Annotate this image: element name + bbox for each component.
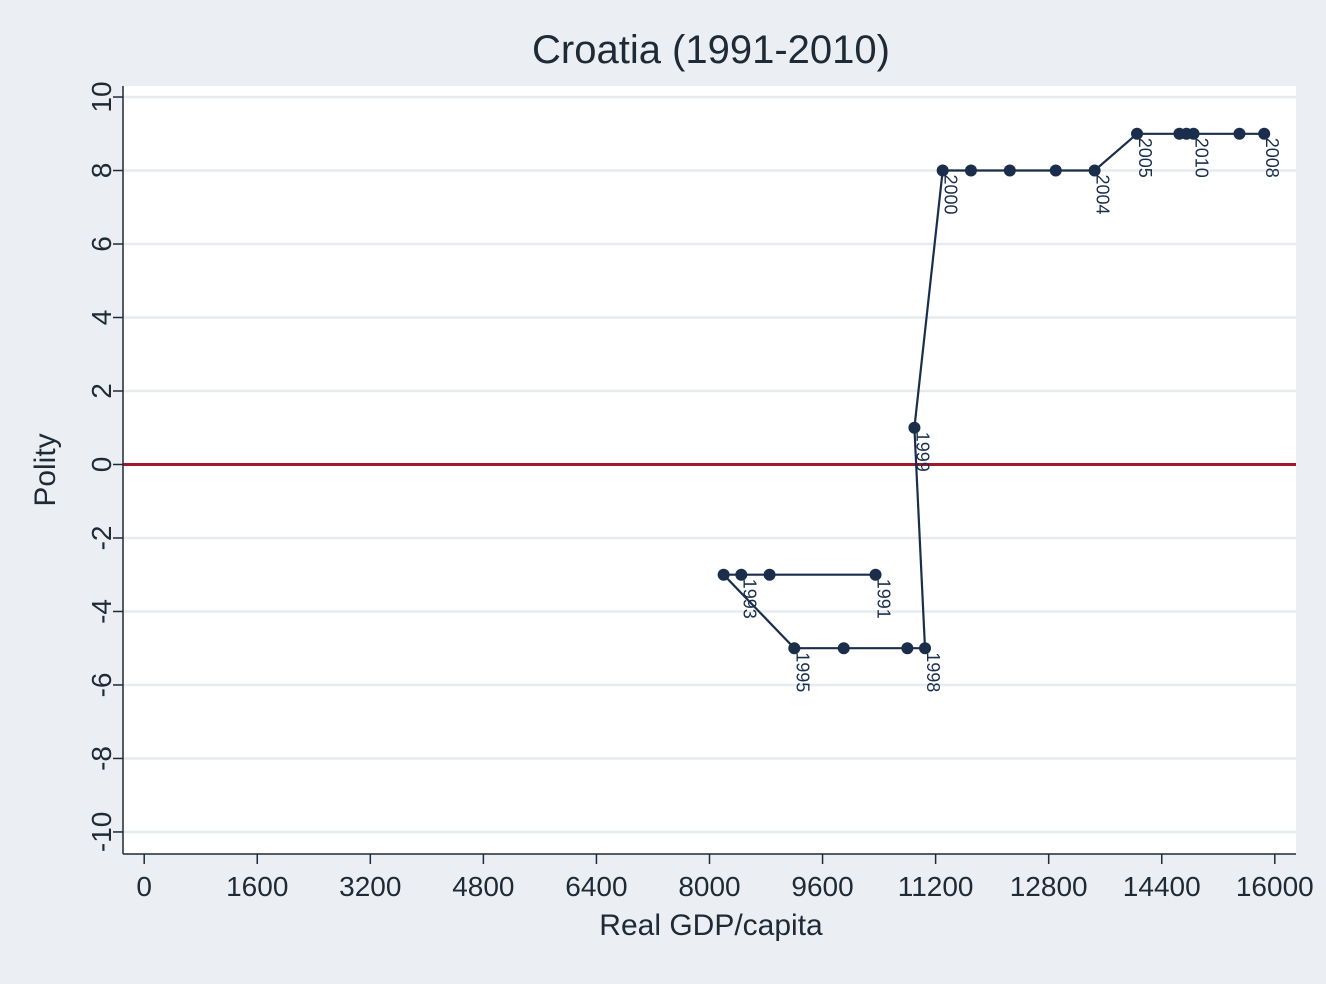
- data-point-16: [1233, 127, 1246, 140]
- x-tick-label-6: 9600: [791, 871, 853, 902]
- x-axis-label: Real GDP/capita: [599, 909, 823, 942]
- point-label-1998: 1998: [923, 652, 943, 692]
- data-point-5: [837, 642, 850, 655]
- y-tick-label-6: 2: [86, 383, 117, 399]
- x-tick-label-10: 16000: [1236, 871, 1314, 902]
- x-tick-label-8: 12800: [1010, 871, 1088, 902]
- data-point-1: [763, 568, 776, 581]
- data-point-2: [735, 568, 748, 581]
- x-tick-label-5: 8000: [678, 871, 740, 902]
- data-point-7: [919, 642, 932, 655]
- point-label-2005: 2005: [1135, 138, 1155, 178]
- data-point-9: [936, 164, 949, 177]
- data-point-4: [788, 642, 801, 655]
- y-tick-label-10: 10: [86, 81, 117, 112]
- point-labels: 1991 1993 1995 1998 1999 2000 2004 2005 2008 2010: [739, 138, 1282, 692]
- x-tick-label-3: 4800: [452, 871, 514, 902]
- x-tick-label-2: 3200: [339, 871, 401, 902]
- data-point-0: [869, 568, 882, 581]
- y-tick-label-9: 8: [86, 163, 117, 179]
- point-label-2010: 2010: [1192, 138, 1212, 178]
- gridlines: [123, 95, 1296, 834]
- chart-title: Croatia (1991-2010): [532, 28, 890, 72]
- data-point-12: [1049, 164, 1062, 177]
- y-tick-label-3: -4: [86, 599, 117, 624]
- point-label-1999: 1999: [912, 432, 932, 472]
- data-point-11: [1003, 164, 1016, 177]
- x-tick-label-4: 6400: [565, 871, 627, 902]
- data-point-3: [717, 568, 730, 581]
- data-point-14: [1131, 127, 1144, 140]
- data-point-10: [964, 164, 977, 177]
- data-points: [717, 127, 1271, 655]
- y-axis-label: Polity: [29, 433, 62, 506]
- data-point-6: [901, 642, 914, 655]
- x-tick-label-0: 0: [136, 871, 152, 902]
- y-tick-label-5: 0: [86, 457, 117, 473]
- x-ticks: 0 1600 3200 4800 6400 8000 9600 11200 12800 14400…: [136, 854, 1314, 902]
- data-point-19: [1187, 127, 1200, 140]
- point-label-1991: 1991: [874, 579, 894, 619]
- y-tick-label-8: 6: [86, 236, 117, 252]
- point-label-2000: 2000: [941, 175, 961, 215]
- x-tick-label-7: 11200: [898, 871, 974, 902]
- data-point-13: [1088, 164, 1101, 177]
- y-tick-label-0: -10: [86, 812, 117, 852]
- x-tick-label-1: 1600: [226, 871, 288, 902]
- series-line: [721, 132, 1265, 650]
- y-tick-label-2: -6: [86, 673, 117, 698]
- y-tick-label-4: -2: [86, 526, 117, 551]
- data-point-8: [908, 421, 921, 434]
- plot-area: [123, 86, 1296, 854]
- point-label-2004: 2004: [1093, 175, 1113, 215]
- data-point-17: [1258, 127, 1271, 140]
- point-label-1995: 1995: [792, 652, 812, 692]
- y-tick-label-7: 4: [86, 310, 117, 326]
- y-ticks: -10 -8 -6 -4 -2 0 2 4 6 8 10: [86, 81, 123, 852]
- y-tick-label-1: -8: [86, 746, 117, 771]
- point-label-1993: 1993: [739, 579, 759, 619]
- point-label-2008: 2008: [1262, 138, 1282, 178]
- x-tick-label-9: 14400: [1123, 871, 1201, 902]
